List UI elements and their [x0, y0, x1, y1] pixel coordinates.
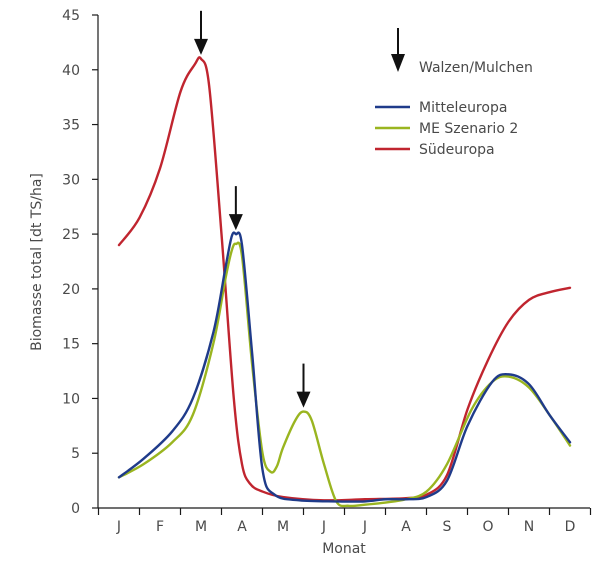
- y-tick-label: 10: [62, 391, 80, 407]
- x-tick-label: J: [116, 519, 121, 535]
- y-axis-ticks: 0 5 10 15 20 25 30 35 40 45: [62, 8, 98, 517]
- marker-arrow: [228, 186, 243, 231]
- x-tick-label: M: [277, 519, 289, 535]
- y-tick-label: 40: [62, 63, 80, 79]
- marker-arrow-head: [228, 214, 243, 231]
- x-tick-label: F: [156, 519, 164, 535]
- legend-arrow-icon: [391, 54, 405, 72]
- legend-entry: Mitteleuropa: [375, 100, 507, 116]
- x-tick-label: A: [237, 519, 247, 535]
- x-axis-title: Monat: [322, 541, 366, 557]
- legend-entry: ME Szenario 2: [375, 121, 518, 137]
- legend-label: Südeuropa: [419, 142, 495, 158]
- y-tick-label: 30: [62, 172, 80, 188]
- x-tick-label: D: [565, 519, 576, 535]
- series-line-s-deuropa: [117, 56, 572, 502]
- legend-label: Mitteleuropa: [419, 100, 507, 116]
- x-tick-label: J: [362, 519, 367, 535]
- legend-label: ME Szenario 2: [419, 121, 518, 137]
- marker-arrow-head: [194, 38, 208, 55]
- series-line-me-szenario-2: [117, 241, 572, 508]
- y-tick-label: 5: [71, 446, 80, 462]
- legend-entry: Südeuropa: [375, 142, 495, 158]
- marker-arrow-head: [296, 391, 311, 408]
- event-markers: [194, 10, 311, 408]
- series-line-mitteleuropa: [117, 231, 572, 503]
- y-tick-label: 0: [71, 501, 80, 517]
- legend: Walzen/Mulchen Mitteleuropa ME Szenario 2…: [375, 28, 533, 158]
- legend-series-entries: Mitteleuropa ME Szenario 2 Südeuropa: [375, 100, 518, 158]
- marker-arrow: [194, 10, 208, 55]
- legend-marker-entry: Walzen/Mulchen: [391, 28, 533, 76]
- legend-marker-label: Walzen/Mulchen: [419, 60, 533, 76]
- x-tick-label: A: [401, 519, 411, 535]
- series-layer: [117, 56, 572, 508]
- y-tick-label: 15: [62, 337, 80, 353]
- x-tick-label: N: [524, 519, 534, 535]
- y-tick-label: 20: [62, 282, 80, 298]
- y-axis-title: Biomasse total [dt TS/ha]: [29, 173, 45, 351]
- x-tick-label: J: [321, 519, 326, 535]
- x-tick-label: S: [443, 519, 452, 535]
- x-tick-label: O: [482, 519, 493, 535]
- y-tick-label: 45: [62, 8, 80, 24]
- y-tick-label: 25: [62, 227, 80, 243]
- x-tick-label: M: [195, 519, 207, 535]
- y-tick-label: 35: [62, 118, 80, 134]
- marker-arrow: [296, 363, 311, 408]
